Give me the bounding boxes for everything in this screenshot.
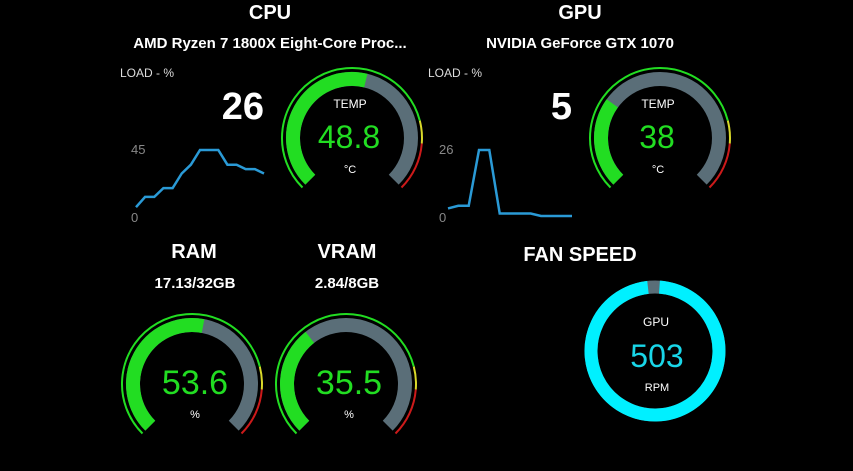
gpu-temp-gauge-rim-green (589, 67, 729, 189)
cpu-temp-gauge-rim-green (281, 67, 421, 189)
gpu-temp-unit: °C (652, 164, 664, 176)
gpu-load-line (447, 148, 572, 218)
gpu-temp-gauge-rim-red (708, 143, 731, 189)
cpu-temp-gauge-fill (286, 72, 368, 185)
ram-usage: 17.13/32GB (154, 275, 236, 292)
cpu-name: AMD Ryzen 7 1800X Eight-Core Proc... (133, 35, 407, 52)
gpu-temp-value: 38 (639, 119, 675, 155)
cpu-temp-value: 48.8 (318, 119, 380, 155)
ram-gauge-rim-yellow (258, 366, 263, 390)
gpu-load-label: LOAD - % (428, 66, 483, 80)
ram-gauge-rim-red (240, 389, 263, 435)
vram-gauge-rim-green (275, 313, 415, 435)
ram-header: RAM (171, 241, 217, 263)
fan-speed-header: FAN SPEED (523, 244, 637, 266)
cpu-temp-gauge-rim-red (400, 143, 423, 189)
vram-gauge-rim-yellow (412, 366, 417, 390)
gpu-load-value: 5 (550, 86, 572, 128)
fan-speed-gauge: GPU 503 RPM (584, 280, 726, 422)
gpu-name: NVIDIA GeForce GTX 1070 (486, 35, 674, 52)
cpu-load-line (135, 148, 265, 209)
cpu-load-label: LOAD - % (120, 66, 175, 80)
cpu-temp-unit: °C (344, 164, 356, 176)
gpu-header: GPU (558, 2, 602, 24)
fan-speed-ring-fill (584, 280, 726, 422)
cpu-graph-max-label: 45 (131, 142, 145, 157)
cpu-graph-min-label: 0 (131, 210, 138, 225)
vram-gauge-rim-red (394, 389, 417, 435)
gpu-load-graph: 26 0 (439, 142, 572, 225)
vram-usage: 2.84/8GB (314, 275, 380, 292)
cpu-load-graph: 45 0 (131, 142, 265, 225)
cpu-header: CPU (248, 2, 292, 24)
vram-unit: % (344, 409, 354, 421)
ram-unit: % (190, 409, 200, 421)
cpu-load-value: 26 (221, 86, 264, 128)
ram-gauge-fill (126, 318, 205, 431)
gpu-temp-gauge: TEMP 38 °C (589, 67, 731, 189)
gpu-temp-label: TEMP (641, 97, 674, 111)
ram-gauge-rim-green (121, 313, 261, 435)
gpu-graph-min-label: 0 (439, 210, 446, 225)
cpu-temp-gauge-rim-yellow (418, 120, 423, 144)
ram-gauge: 53.6 % (121, 313, 263, 435)
cpu-temp-label: TEMP (333, 97, 366, 111)
fan-speed-unit: RPM (645, 382, 669, 394)
vram-gauge: 35.5 % (275, 313, 417, 435)
ram-value: 53.6 (162, 364, 228, 402)
fan-speed-label: GPU (643, 315, 669, 329)
gpu-temp-gauge-fill (594, 99, 624, 185)
cpu-temp-gauge: TEMP 48.8 °C (281, 67, 423, 189)
fan-speed-value: 503 (630, 338, 683, 374)
gpu-temp-gauge-rim-yellow (726, 120, 731, 144)
vram-value: 35.5 (316, 364, 382, 402)
gpu-graph-max-label: 26 (439, 142, 453, 157)
vram-gauge-fill (280, 331, 315, 431)
vram-header: VRAM (317, 241, 377, 263)
